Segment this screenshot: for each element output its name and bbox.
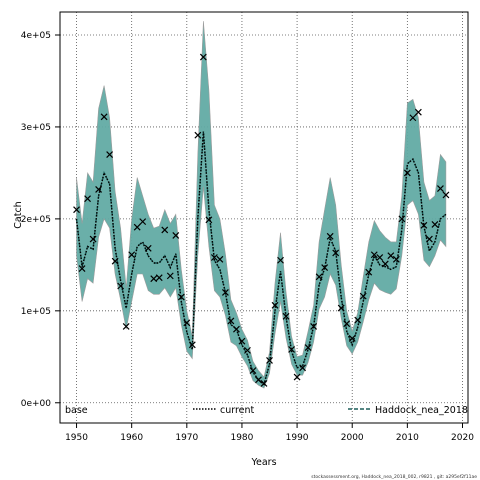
- observed-point: [194, 131, 202, 139]
- x-tick-label: 2000: [341, 433, 364, 443]
- observed-point: [199, 53, 207, 61]
- observed-point: [117, 282, 125, 290]
- observed-point: [249, 367, 257, 375]
- observed-point: [183, 319, 191, 327]
- plot-frame: [59, 11, 469, 424]
- observed-point: [255, 376, 262, 384]
- observed-point: [122, 323, 130, 330]
- observed-point: [387, 252, 395, 260]
- observed-point: [227, 317, 235, 325]
- observed-point: [370, 251, 378, 259]
- observed-point: [89, 235, 97, 243]
- observed-point: [348, 334, 356, 342]
- y-tick-label: 4e+05: [21, 31, 51, 41]
- y-tick-label: 2e+05: [21, 215, 51, 225]
- observed-point: [161, 226, 169, 234]
- observed-point: [431, 220, 439, 228]
- observed-point: [414, 108, 422, 116]
- observed-point: [73, 206, 80, 214]
- observed-point: [277, 256, 284, 264]
- observed-point: [95, 186, 103, 193]
- x-tick-label: 2020: [451, 433, 474, 443]
- x-tick-label: 1950: [65, 433, 88, 443]
- observed-point: [244, 346, 251, 354]
- observed-point: [221, 289, 229, 296]
- observed-point: [310, 323, 318, 330]
- observed-point: [376, 254, 384, 261]
- observed-point: [403, 169, 411, 177]
- observed-point: [260, 380, 268, 387]
- observed-point: [282, 312, 290, 320]
- legend-entry-base: base: [65, 405, 88, 416]
- x-tick-label: 2010: [396, 433, 419, 443]
- legend-entry-current: current: [220, 405, 255, 416]
- observed-markers: [73, 53, 450, 387]
- observed-point: [332, 249, 340, 257]
- observed-point: [381, 260, 389, 268]
- observed-point: [233, 325, 240, 333]
- observed-point: [139, 218, 147, 226]
- observed-point: [293, 373, 301, 381]
- legend: base current Haddock_nea_2018: [65, 405, 468, 416]
- observed-point: [205, 216, 213, 224]
- observed-point: [337, 304, 345, 312]
- observed-point: [271, 301, 279, 309]
- observed-point: [133, 223, 141, 231]
- observed-point: [210, 254, 218, 261]
- y-tick-label: 0e+00: [21, 399, 52, 409]
- observed-point: [299, 364, 307, 372]
- observed-point: [106, 151, 114, 158]
- observed-point: [166, 272, 174, 280]
- observed-point: [238, 337, 246, 345]
- observed-point: [216, 255, 224, 263]
- observed-point: [425, 235, 433, 243]
- observed-point: [326, 232, 334, 240]
- observed-point: [288, 346, 295, 353]
- observed-point: [321, 264, 329, 272]
- observed-point: [188, 341, 196, 349]
- x-tick-label: 1970: [175, 433, 198, 443]
- observed-point: [177, 293, 185, 301]
- axes: 1950 1960 1970 1980 1990 2000 2010 2020 0e+00 1e+…: [21, 31, 474, 443]
- y-tick-label: 3e+05: [21, 123, 51, 133]
- y-tick-label: 1e+05: [21, 307, 51, 317]
- x-axis-title: Years: [250, 457, 276, 468]
- legend-entry-haddock-nea-2018: Haddock_nea_2018: [375, 405, 468, 416]
- observed-point: [266, 357, 273, 364]
- observed-point: [128, 251, 136, 259]
- observed-point: [111, 257, 119, 265]
- observed-point: [437, 185, 444, 192]
- footer-text: stockassessment.org, Haddock_nea_2018_00…: [311, 474, 477, 480]
- observed-point: [392, 255, 400, 263]
- observed-point: [409, 114, 417, 122]
- observed-point: [155, 274, 163, 282]
- observed-point: [398, 215, 406, 223]
- band-inner: [76, 21, 447, 389]
- observed-point: [304, 344, 312, 352]
- observed-point: [420, 221, 428, 229]
- observed-point: [78, 265, 86, 272]
- observed-point: [172, 232, 180, 239]
- observed-point: [343, 320, 351, 328]
- observed-point: [84, 195, 91, 203]
- observed-point: [359, 292, 367, 300]
- y-axis-title: Catch: [13, 201, 24, 228]
- observed-point: [354, 316, 362, 324]
- x-tick-label: 1990: [286, 433, 309, 443]
- observed-point: [315, 273, 323, 281]
- observed-point: [100, 113, 108, 121]
- observed-point: [144, 244, 152, 252]
- x-tick-label: 1960: [120, 433, 143, 443]
- observed-point: [442, 191, 450, 199]
- x-tick-label: 1980: [230, 433, 253, 443]
- observed-point: [150, 275, 158, 283]
- observed-point: [365, 268, 373, 276]
- confidence-band: [76, 21, 447, 389]
